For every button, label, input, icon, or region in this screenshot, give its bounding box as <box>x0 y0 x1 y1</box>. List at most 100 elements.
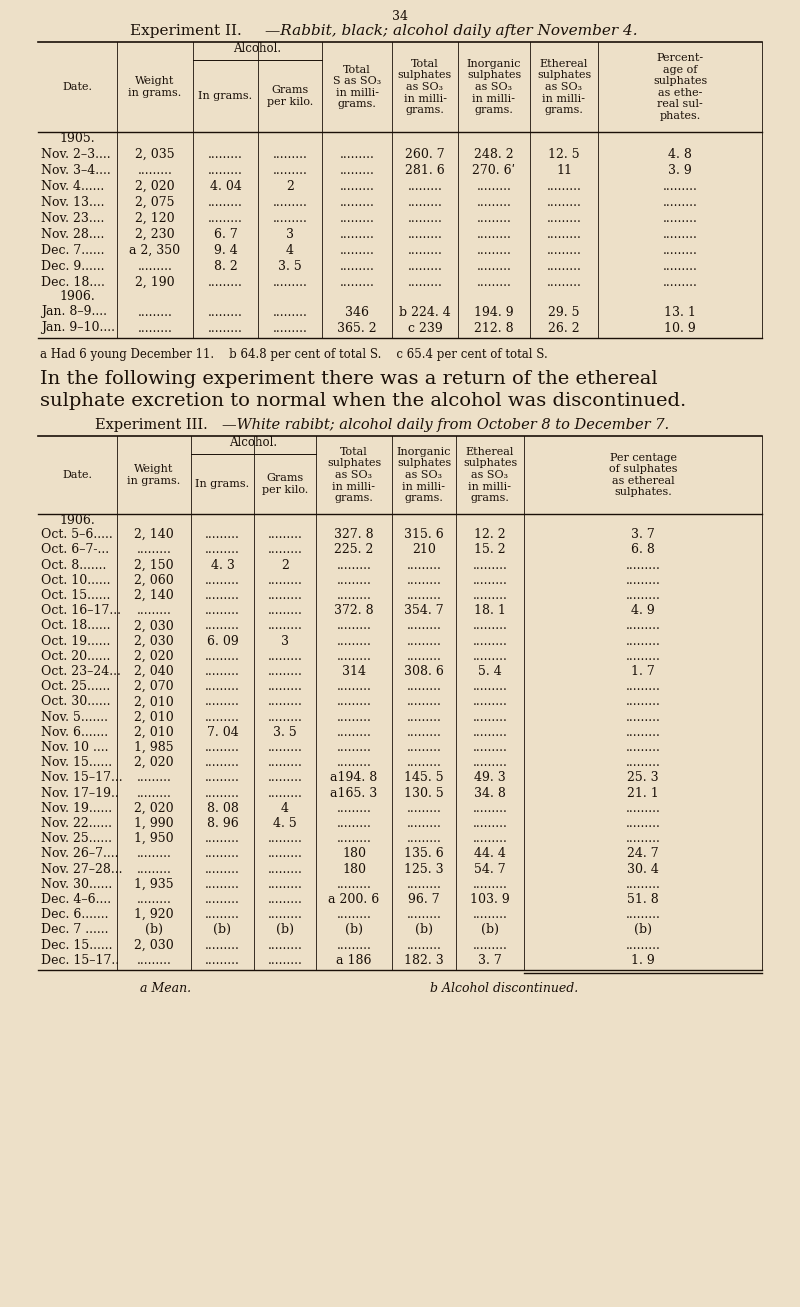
Text: 25. 3: 25. 3 <box>627 771 659 784</box>
Text: Nov. 22......: Nov. 22...... <box>41 817 112 830</box>
Text: (b): (b) <box>415 923 433 936</box>
Text: a Had 6 young December 11.    b 64.8 per cent of total S.    c 65.4 per cent of : a Had 6 young December 11. b 64.8 per ce… <box>40 348 548 361</box>
Text: .........: ......... <box>337 620 371 633</box>
Text: .........: ......... <box>267 954 302 967</box>
Text: .........: ......... <box>626 711 661 724</box>
Text: .........: ......... <box>477 212 511 225</box>
Text: 6. 8: 6. 8 <box>631 544 655 557</box>
Text: .........: ......... <box>473 558 507 571</box>
Text: .........: ......... <box>267 787 302 800</box>
Text: Nov. 3–4....: Nov. 3–4.... <box>41 163 110 176</box>
Text: Dec. 7......: Dec. 7...... <box>41 243 105 256</box>
Text: b Alcohol discontinued.: b Alcohol discontinued. <box>430 982 578 995</box>
Text: 6. 09: 6. 09 <box>206 634 238 647</box>
Text: 2, 020: 2, 020 <box>134 801 174 814</box>
Text: 21. 1: 21. 1 <box>627 787 659 800</box>
Text: 2, 010: 2, 010 <box>134 725 174 738</box>
Text: Inorganic
sulphates
as SO₃
in milli-
grams.: Inorganic sulphates as SO₃ in milli- gra… <box>397 447 451 503</box>
Text: .........: ......... <box>473 801 507 814</box>
Text: .........: ......... <box>138 306 173 319</box>
Text: .........: ......... <box>205 665 240 678</box>
Text: .........: ......... <box>267 528 302 541</box>
Text: 4. 5: 4. 5 <box>273 817 297 830</box>
Text: 34. 8: 34. 8 <box>474 787 506 800</box>
Text: .........: ......... <box>406 741 442 754</box>
Text: .........: ......... <box>205 863 240 876</box>
Text: 248. 2: 248. 2 <box>474 148 514 161</box>
Text: 12. 2: 12. 2 <box>474 528 506 541</box>
Text: (b): (b) <box>214 923 231 936</box>
Text: 125. 3: 125. 3 <box>404 863 444 876</box>
Text: .........: ......... <box>473 574 507 587</box>
Text: .........: ......... <box>473 695 507 708</box>
Text: .........: ......... <box>273 322 307 335</box>
Text: .........: ......... <box>626 574 661 587</box>
Text: 1905.: 1905. <box>60 132 95 145</box>
Text: 54. 7: 54. 7 <box>474 863 506 876</box>
Text: .........: ......... <box>267 833 302 846</box>
Text: .........: ......... <box>626 757 661 769</box>
Text: 4: 4 <box>286 243 294 256</box>
Text: Oct. 19......: Oct. 19...... <box>41 634 110 647</box>
Text: .........: ......... <box>546 276 582 289</box>
Text: Oct. 10......: Oct. 10...... <box>41 574 110 587</box>
Text: 5. 4: 5. 4 <box>478 665 502 678</box>
Text: 327. 8: 327. 8 <box>334 528 374 541</box>
Text: Nov. 15–17...: Nov. 15–17... <box>41 771 122 784</box>
Text: .........: ......... <box>473 757 507 769</box>
Text: Weight
in grams.: Weight in grams. <box>127 464 181 486</box>
Text: .........: ......... <box>406 908 442 921</box>
Text: (b): (b) <box>145 923 163 936</box>
Text: 1, 920: 1, 920 <box>134 908 174 921</box>
Text: .........: ......... <box>473 650 507 663</box>
Text: 314: 314 <box>342 665 366 678</box>
Text: Date.: Date. <box>62 471 93 480</box>
Text: .........: ......... <box>546 179 582 192</box>
Text: .........: ......... <box>473 725 507 738</box>
Text: .........: ......... <box>407 212 442 225</box>
Text: .........: ......... <box>626 634 661 647</box>
Text: .........: ......... <box>473 741 507 754</box>
Text: .........: ......... <box>473 620 507 633</box>
Text: 3: 3 <box>281 634 289 647</box>
Text: Total
sulphates
as SO₃
in milli-
grams.: Total sulphates as SO₃ in milli- grams. <box>327 447 381 503</box>
Text: .........: ......... <box>205 574 240 587</box>
Text: 2, 070: 2, 070 <box>134 680 174 693</box>
Text: .........: ......... <box>205 680 240 693</box>
Text: .........: ......... <box>337 878 371 890</box>
Text: Nov. 13....: Nov. 13.... <box>41 196 105 209</box>
Text: a 186: a 186 <box>336 954 372 967</box>
Text: 26. 2: 26. 2 <box>548 322 580 335</box>
Text: .........: ......... <box>337 650 371 663</box>
Text: 2: 2 <box>286 179 294 192</box>
Text: Ethereal
sulphates
as SO₃
in milli-
grams.: Ethereal sulphates as SO₃ in milli- gram… <box>463 447 517 503</box>
Text: .........: ......... <box>267 771 302 784</box>
Text: 4. 04: 4. 04 <box>210 179 242 192</box>
Text: .........: ......... <box>208 212 243 225</box>
Text: Weight
in grams.: Weight in grams. <box>128 76 182 98</box>
Text: (b): (b) <box>276 923 294 936</box>
Text: Experiment III.: Experiment III. <box>95 418 208 433</box>
Text: .........: ......... <box>406 878 442 890</box>
Text: 315. 6: 315. 6 <box>404 528 444 541</box>
Text: .........: ......... <box>337 574 371 587</box>
Text: .........: ......... <box>205 528 240 541</box>
Text: 354. 7: 354. 7 <box>404 604 444 617</box>
Text: .........: ......... <box>339 243 374 256</box>
Text: .........: ......... <box>337 757 371 769</box>
Text: .........: ......... <box>407 196 442 209</box>
Text: 4: 4 <box>281 801 289 814</box>
Text: 7. 04: 7. 04 <box>206 725 238 738</box>
Text: In the following experiment there was a return of the ethereal: In the following experiment there was a … <box>40 370 658 388</box>
Text: 2, 030: 2, 030 <box>134 620 174 633</box>
Text: 44. 4: 44. 4 <box>474 847 506 860</box>
Text: Date.: Date. <box>62 82 93 91</box>
Text: .........: ......... <box>337 741 371 754</box>
Text: In grams.: In grams. <box>195 478 250 489</box>
Text: .........: ......... <box>339 212 374 225</box>
Text: .........: ......... <box>546 212 582 225</box>
Text: 135. 6: 135. 6 <box>404 847 444 860</box>
Text: 182. 3: 182. 3 <box>404 954 444 967</box>
Text: 4. 8: 4. 8 <box>668 148 692 161</box>
Text: .........: ......... <box>406 833 442 846</box>
